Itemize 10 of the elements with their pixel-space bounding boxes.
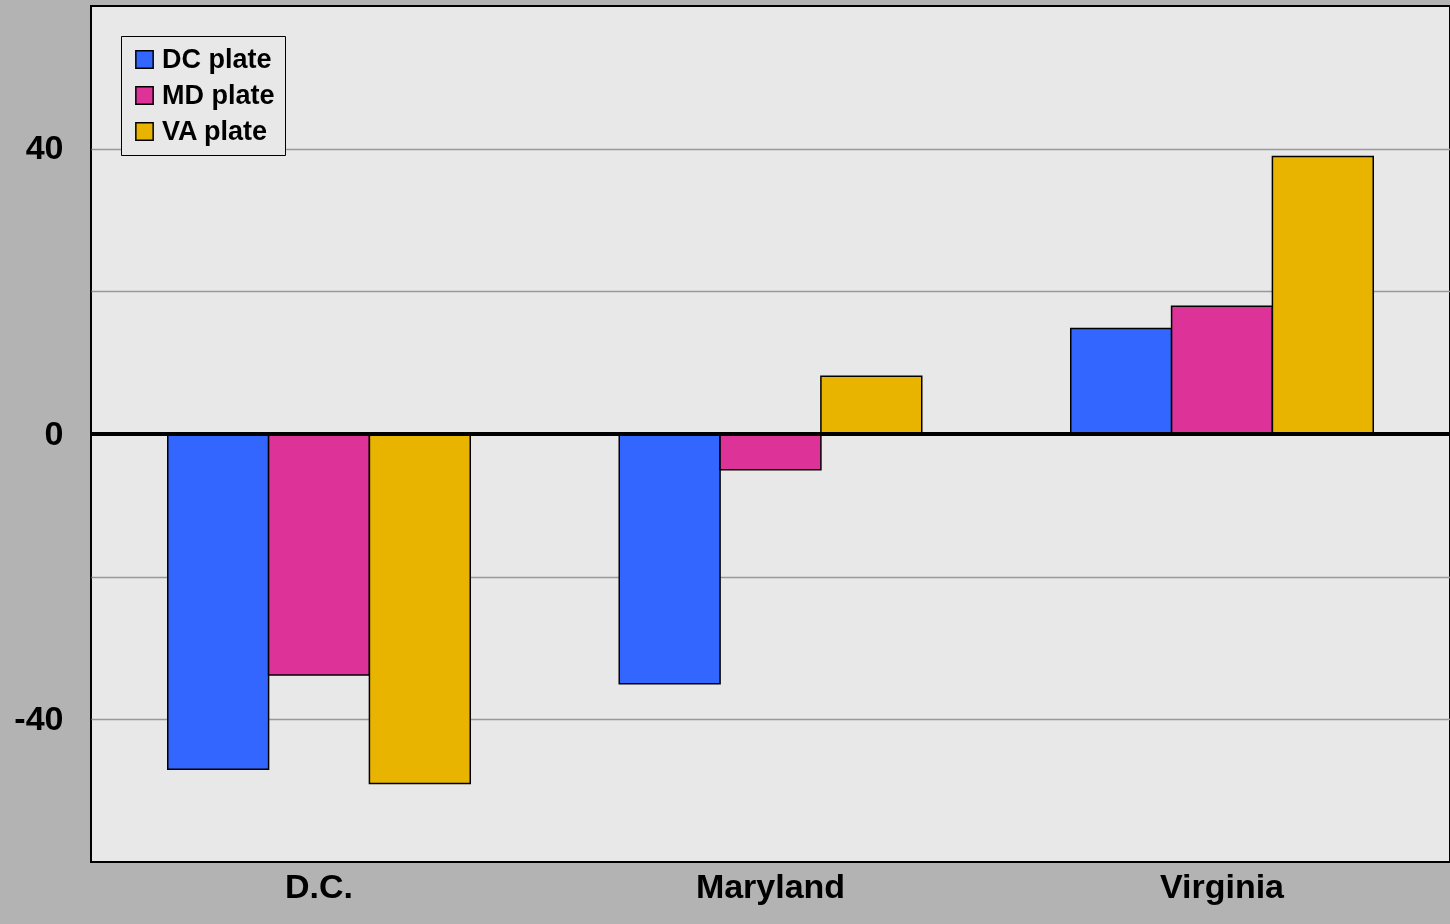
legend-label: DC plate bbox=[162, 43, 272, 74]
legend-label: VA plate bbox=[162, 115, 268, 146]
legend-label: MD plate bbox=[162, 79, 275, 110]
bar bbox=[820, 375, 923, 435]
y-tick-label: 40 bbox=[25, 128, 64, 167]
y-tick-label: 0 bbox=[44, 413, 64, 452]
x-tick-label: D.C. bbox=[285, 866, 354, 905]
x-tick-label: Virginia bbox=[1159, 866, 1286, 905]
y-tick-label: -40 bbox=[14, 698, 64, 737]
x-tick-label: Maryland bbox=[695, 866, 846, 905]
